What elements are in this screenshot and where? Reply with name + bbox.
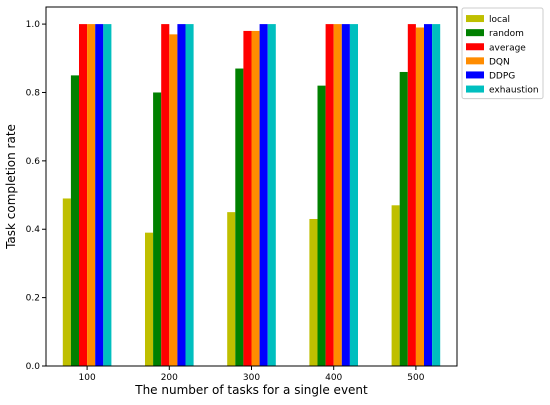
legend-swatch-random <box>466 29 484 37</box>
bar-ddpg-500 <box>424 24 433 366</box>
bar-exhaustion-200 <box>185 24 194 366</box>
bar-local-200 <box>145 232 154 366</box>
bar-average-400 <box>325 24 334 366</box>
x-axis-title: The number of tasks for a single event <box>134 383 368 397</box>
bar-local-500 <box>391 205 400 366</box>
legend-label-dqn: DQN <box>489 57 510 67</box>
bar-local-400 <box>309 218 318 366</box>
bar-average-200 <box>161 24 170 366</box>
bars-layer <box>62 24 441 367</box>
bar-ddpg-300 <box>259 24 268 366</box>
y-axis-title: Task completion rate <box>4 124 18 250</box>
x-tick-label: 400 <box>325 373 342 383</box>
bar-dqn-500 <box>415 27 424 366</box>
y-tick-label: 0.0 <box>26 362 41 372</box>
legend-swatch-average <box>466 43 484 51</box>
x-tick-label: 200 <box>161 373 178 383</box>
x-axis: 100 200 300 400 500 <box>79 366 425 383</box>
legend-swatch-dqn <box>466 57 484 65</box>
legend-swatch-exhaustion <box>466 85 484 93</box>
bar-random-500 <box>399 71 408 367</box>
legend-swatch-local <box>466 15 484 23</box>
x-tick-label: 500 <box>407 373 424 383</box>
legend-label-local: local <box>489 15 510 25</box>
legend-label-average: average <box>489 43 526 53</box>
legend-label-ddpg: DDPG <box>489 71 515 81</box>
bar-average-100 <box>79 24 88 366</box>
bar-exhaustion-100 <box>103 24 112 366</box>
y-axis: 0.0 0.2 0.4 0.6 0.8 1.0 <box>26 20 46 372</box>
y-tick-label: 0.8 <box>26 88 41 98</box>
bar-dqn-100 <box>87 24 96 366</box>
bar-exhaustion-400 <box>349 24 358 366</box>
x-tick-label: 300 <box>243 373 260 383</box>
bar-average-300 <box>243 30 252 367</box>
x-tick-label: 100 <box>79 373 96 383</box>
legend-label-exhaustion: exhaustion <box>489 86 539 96</box>
legend-label-random: random <box>489 29 524 39</box>
bar-dqn-200 <box>169 34 178 366</box>
bar-random-300 <box>235 68 244 366</box>
bar-ddpg-100 <box>95 24 104 366</box>
bar-dqn-400 <box>333 24 342 366</box>
bar-local-100 <box>62 198 71 366</box>
bar-ddpg-200 <box>177 24 186 366</box>
y-tick-label: 0.4 <box>26 225 41 235</box>
y-tick-label: 0.6 <box>26 157 41 167</box>
bar-exhaustion-500 <box>432 24 441 366</box>
bar-random-400 <box>317 85 326 366</box>
bar-exhaustion-300 <box>267 24 276 366</box>
bar-local-300 <box>227 212 236 366</box>
bar-dqn-300 <box>251 30 260 367</box>
bar-average-500 <box>407 24 416 366</box>
bar-random-200 <box>153 92 162 366</box>
bar-ddpg-400 <box>341 24 350 366</box>
y-tick-label: 1.0 <box>26 20 41 30</box>
y-tick-label: 0.2 <box>26 294 40 304</box>
legend-swatch-ddpg <box>466 71 484 79</box>
legend: local random average DQN DDPG exhaustion <box>461 7 544 100</box>
bar-random-100 <box>70 75 79 366</box>
